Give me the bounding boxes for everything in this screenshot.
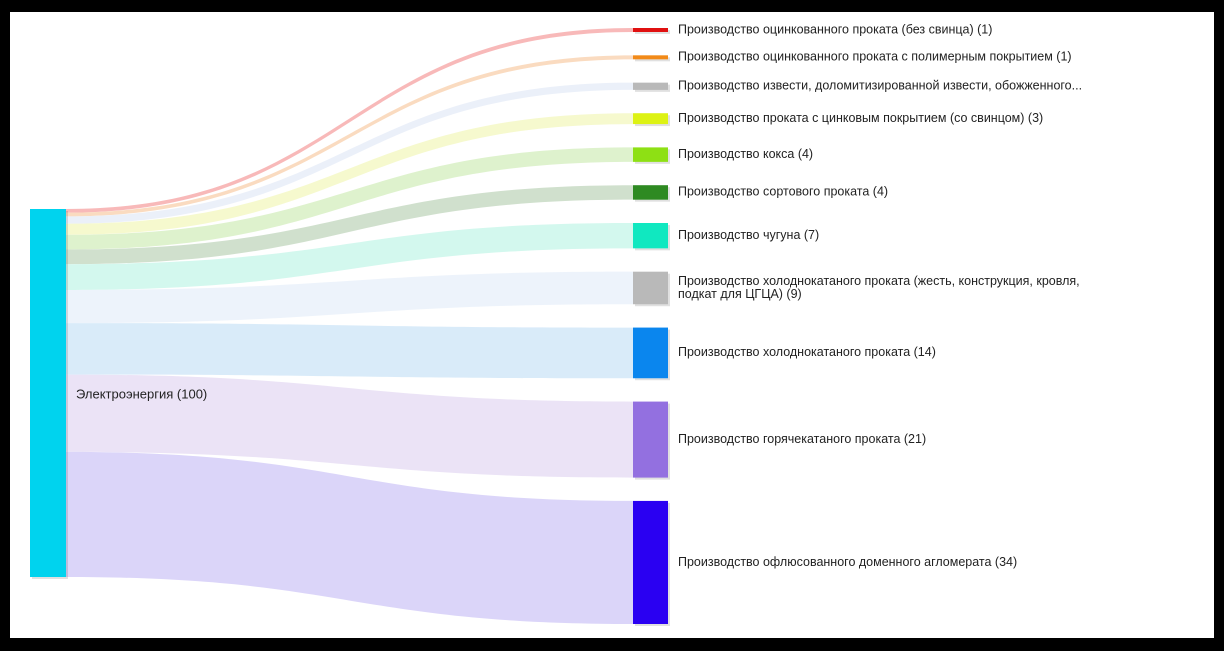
target-node-label: Производство сортового проката (4) <box>678 185 888 199</box>
target-node[interactable] <box>633 147 668 162</box>
sankey-link[interactable] <box>66 271 633 324</box>
target-node[interactable] <box>633 500 668 624</box>
target-node-label: Производство холоднокатаного проката (14… <box>678 345 936 359</box>
target-node-label: Производство офлюсованного доменного агл… <box>678 555 1017 569</box>
target-node-label: Производство извести, доломитизированной… <box>678 79 1082 93</box>
sankey-link[interactable] <box>66 82 633 224</box>
target-node-label: Производство проката с цинковым покрытие… <box>678 111 1043 125</box>
chart-frame: Электроэнергия (100) Производство оцинков… <box>10 12 1214 638</box>
target-node-label: Производство оцинкованного проката с пол… <box>678 50 1072 64</box>
sankey-link[interactable] <box>66 374 633 478</box>
source-node-label: Электроэнергия (100) <box>76 386 207 401</box>
sankey-link[interactable] <box>66 451 633 624</box>
sankey-link[interactable] <box>66 28 633 213</box>
links <box>66 28 633 624</box>
target-node[interactable] <box>633 55 668 60</box>
sankey-link[interactable] <box>66 113 633 235</box>
sankey-chart: Электроэнергия (100) Производство оцинков… <box>30 22 1082 626</box>
target-node[interactable] <box>633 28 668 32</box>
source-node[interactable] <box>30 209 66 577</box>
target-node[interactable] <box>633 82 668 90</box>
target-node[interactable] <box>633 271 668 305</box>
sankey-link[interactable] <box>66 147 633 250</box>
target-node-label: Производство чугуна (7) <box>678 228 819 242</box>
target-node[interactable] <box>633 401 668 478</box>
sankey-link[interactable] <box>66 55 633 217</box>
target-node[interactable] <box>633 113 668 125</box>
target-node[interactable] <box>633 327 668 379</box>
target-node[interactable] <box>633 223 668 249</box>
sankey-link[interactable] <box>66 223 633 290</box>
target-node-label: Производство оцинкованного проката (без … <box>678 22 992 36</box>
target-node[interactable] <box>633 185 668 200</box>
sankey-link[interactable] <box>66 323 633 379</box>
target-node-label: подкат для ЦГЦА) (9) <box>678 287 802 301</box>
target-node-label: Производство горячекатаного проката (21) <box>678 432 926 446</box>
target-node-label: Производство холоднокатаного проката (же… <box>678 274 1080 288</box>
sankey-link[interactable] <box>66 185 633 265</box>
target-node-label: Производство кокса (4) <box>678 147 813 161</box>
